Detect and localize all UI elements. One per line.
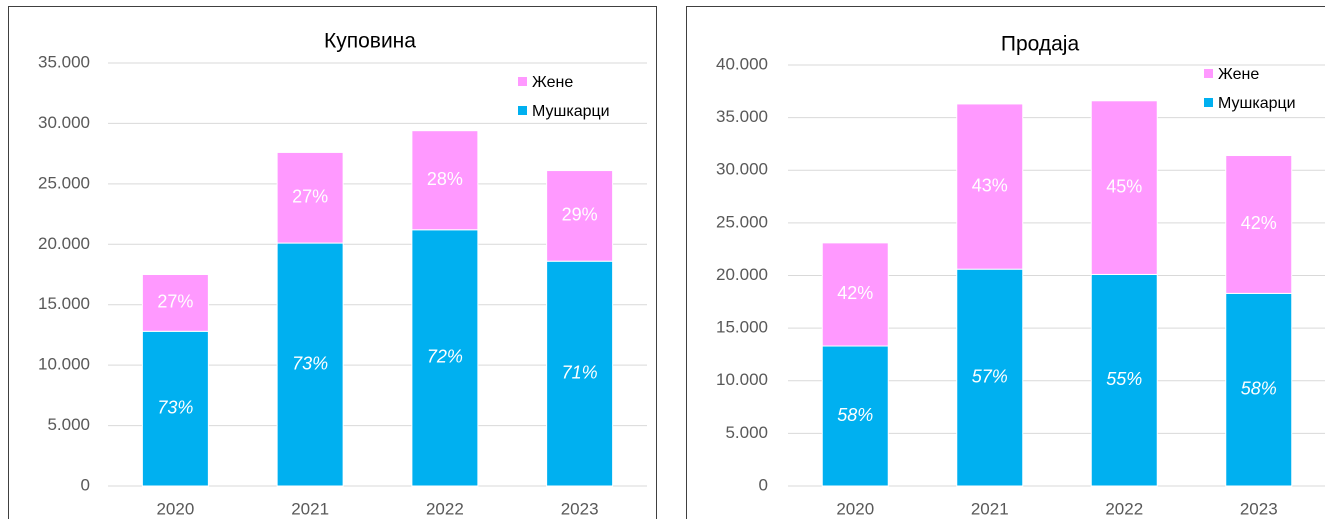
data-label: 58% (1241, 378, 1277, 398)
data-label: 72% (427, 347, 463, 367)
data-label: 42% (837, 283, 873, 303)
data-label: 42% (1241, 213, 1277, 233)
y-tick-label: 0 (759, 475, 768, 494)
legend-label: Жене (532, 74, 573, 91)
y-tick-label: 30.000 (38, 113, 90, 132)
y-tick-label: 35.000 (716, 107, 768, 126)
panel-border (686, 6, 1325, 519)
data-label: 58% (837, 405, 873, 425)
x-tick-label: 2020 (156, 499, 194, 518)
bar-segment (411, 229, 479, 487)
x-tick-label: 2022 (426, 499, 464, 518)
bar-segment (1090, 100, 1158, 275)
x-tick-label: 2020 (836, 499, 874, 518)
data-label: 57% (972, 366, 1008, 386)
y-tick-label: 35.000 (38, 52, 90, 71)
data-label: 45% (1106, 176, 1142, 196)
bar-segment (1225, 292, 1293, 487)
legend-swatch (518, 106, 527, 115)
legend-label: Мушкарци (532, 103, 610, 120)
y-tick-label: 40.000 (716, 54, 768, 73)
legend-swatch (1204, 98, 1213, 107)
bar-segment (546, 170, 614, 262)
legend-label: Жене (1218, 66, 1259, 83)
panel-border (8, 6, 657, 519)
y-tick-label: 30.000 (716, 160, 768, 179)
bar-segment (956, 268, 1024, 487)
bar-segment (546, 260, 614, 487)
y-tick-label: 25.000 (38, 173, 90, 192)
x-tick-label: 2021 (291, 499, 329, 518)
data-label: 55% (1106, 369, 1142, 389)
x-tick-label: 2023 (561, 499, 599, 518)
bar-segment (276, 151, 344, 244)
data-label: 43% (972, 175, 1008, 195)
bar-segment (821, 242, 889, 347)
x-tick-label: 2022 (1105, 499, 1143, 518)
y-tick-label: 20.000 (38, 234, 90, 253)
x-tick-label: 2023 (1240, 499, 1278, 518)
data-label: 73% (157, 397, 193, 417)
bar-segment (141, 274, 209, 332)
data-label: 71% (562, 362, 598, 382)
y-tick-label: 10.000 (38, 355, 90, 374)
legend-swatch (1204, 69, 1213, 78)
data-label: 28% (427, 169, 463, 189)
bar-segment (1225, 155, 1293, 294)
bar-segment (821, 345, 889, 487)
y-tick-label: 0 (81, 475, 90, 494)
y-tick-label: 10.000 (716, 370, 768, 389)
chart-title: Продаја (1001, 33, 1080, 56)
y-tick-label: 5.000 (725, 423, 768, 442)
y-tick-label: 15.000 (716, 318, 768, 337)
data-label: 27% (292, 187, 328, 207)
bar-segment (956, 103, 1024, 270)
data-label: 73% (292, 353, 328, 373)
y-tick-label: 15.000 (38, 294, 90, 313)
data-label: 29% (562, 205, 598, 225)
y-tick-label: 20.000 (716, 265, 768, 284)
bar-segment (276, 242, 344, 487)
legend-label: Мушкарци (1218, 95, 1296, 112)
x-tick-label: 2021 (971, 499, 1009, 518)
data-label: 27% (157, 292, 193, 312)
legend-swatch (518, 77, 527, 86)
bar-segment (411, 130, 479, 231)
y-tick-label: 5.000 (47, 415, 90, 434)
y-tick-label: 25.000 (716, 212, 768, 231)
chart-title: Куповина (324, 30, 416, 53)
